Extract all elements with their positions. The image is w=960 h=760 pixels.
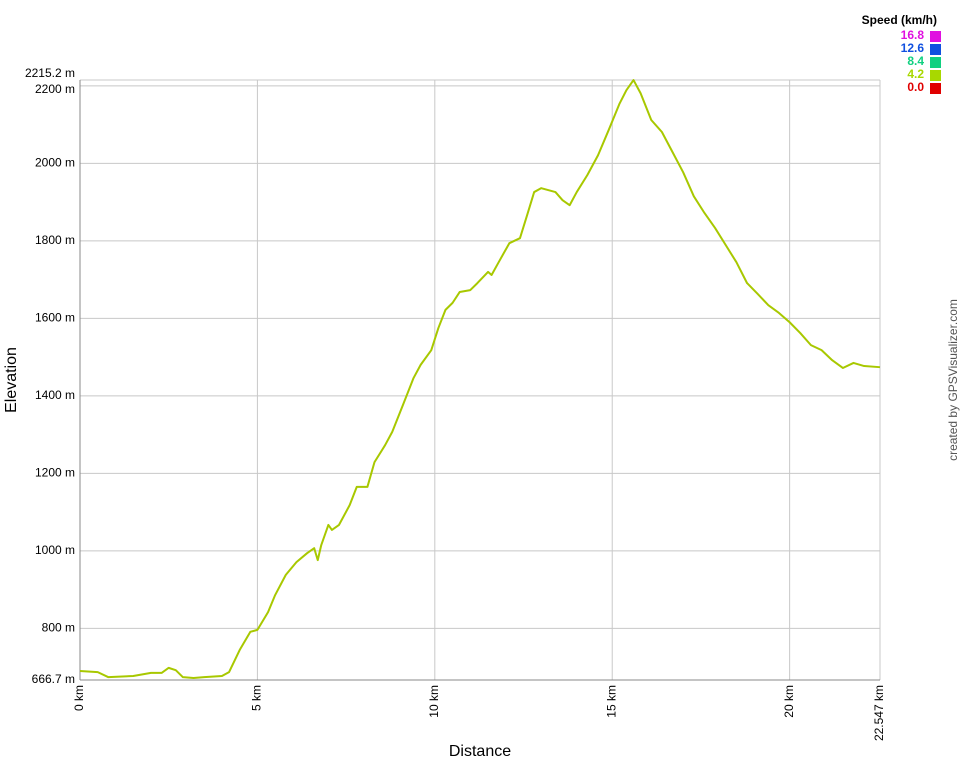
legend-label: 0.0 [907,80,924,94]
legend-swatch [930,83,941,94]
x-tick-label: 0 km [72,685,86,711]
legend-swatch [930,31,941,42]
x-tick-label: 22.547 km [872,685,886,741]
x-tick-label: 15 km [604,685,618,718]
credit: created by GPSVisualizer.com [946,299,960,461]
y-tick-label: 1400 m [35,388,75,402]
y-tick-label: 2215.2 m [25,66,75,80]
y-tick-label: 1800 m [35,233,75,247]
legend-swatch [930,44,941,55]
y-tick-label: 2000 m [35,156,75,170]
legend-label: 16.8 [901,28,925,42]
x-tick-label: 20 km [782,685,796,718]
x-tick-label: 5 km [250,685,264,711]
x-axis-title: Distance [449,743,511,760]
legend-swatch [930,70,941,81]
legend-swatch [930,57,941,68]
y-tick-label: 1600 m [35,311,75,325]
y-tick-label: 800 m [42,621,75,635]
y-tick-label: 666.7 m [32,672,75,686]
y-tick-label: 2200 m [35,82,75,96]
y-tick-label: 1000 m [35,543,75,557]
y-tick-label: 1200 m [35,466,75,480]
x-tick-label: 10 km [427,685,441,718]
legend-title: Speed (km/h) [862,13,937,27]
legend-label: 8.4 [907,54,924,68]
legend-label: 12.6 [901,41,925,55]
legend-label: 4.2 [907,67,924,81]
elevation-line [79,79,881,679]
y-axis-title: Elevation [3,347,20,413]
